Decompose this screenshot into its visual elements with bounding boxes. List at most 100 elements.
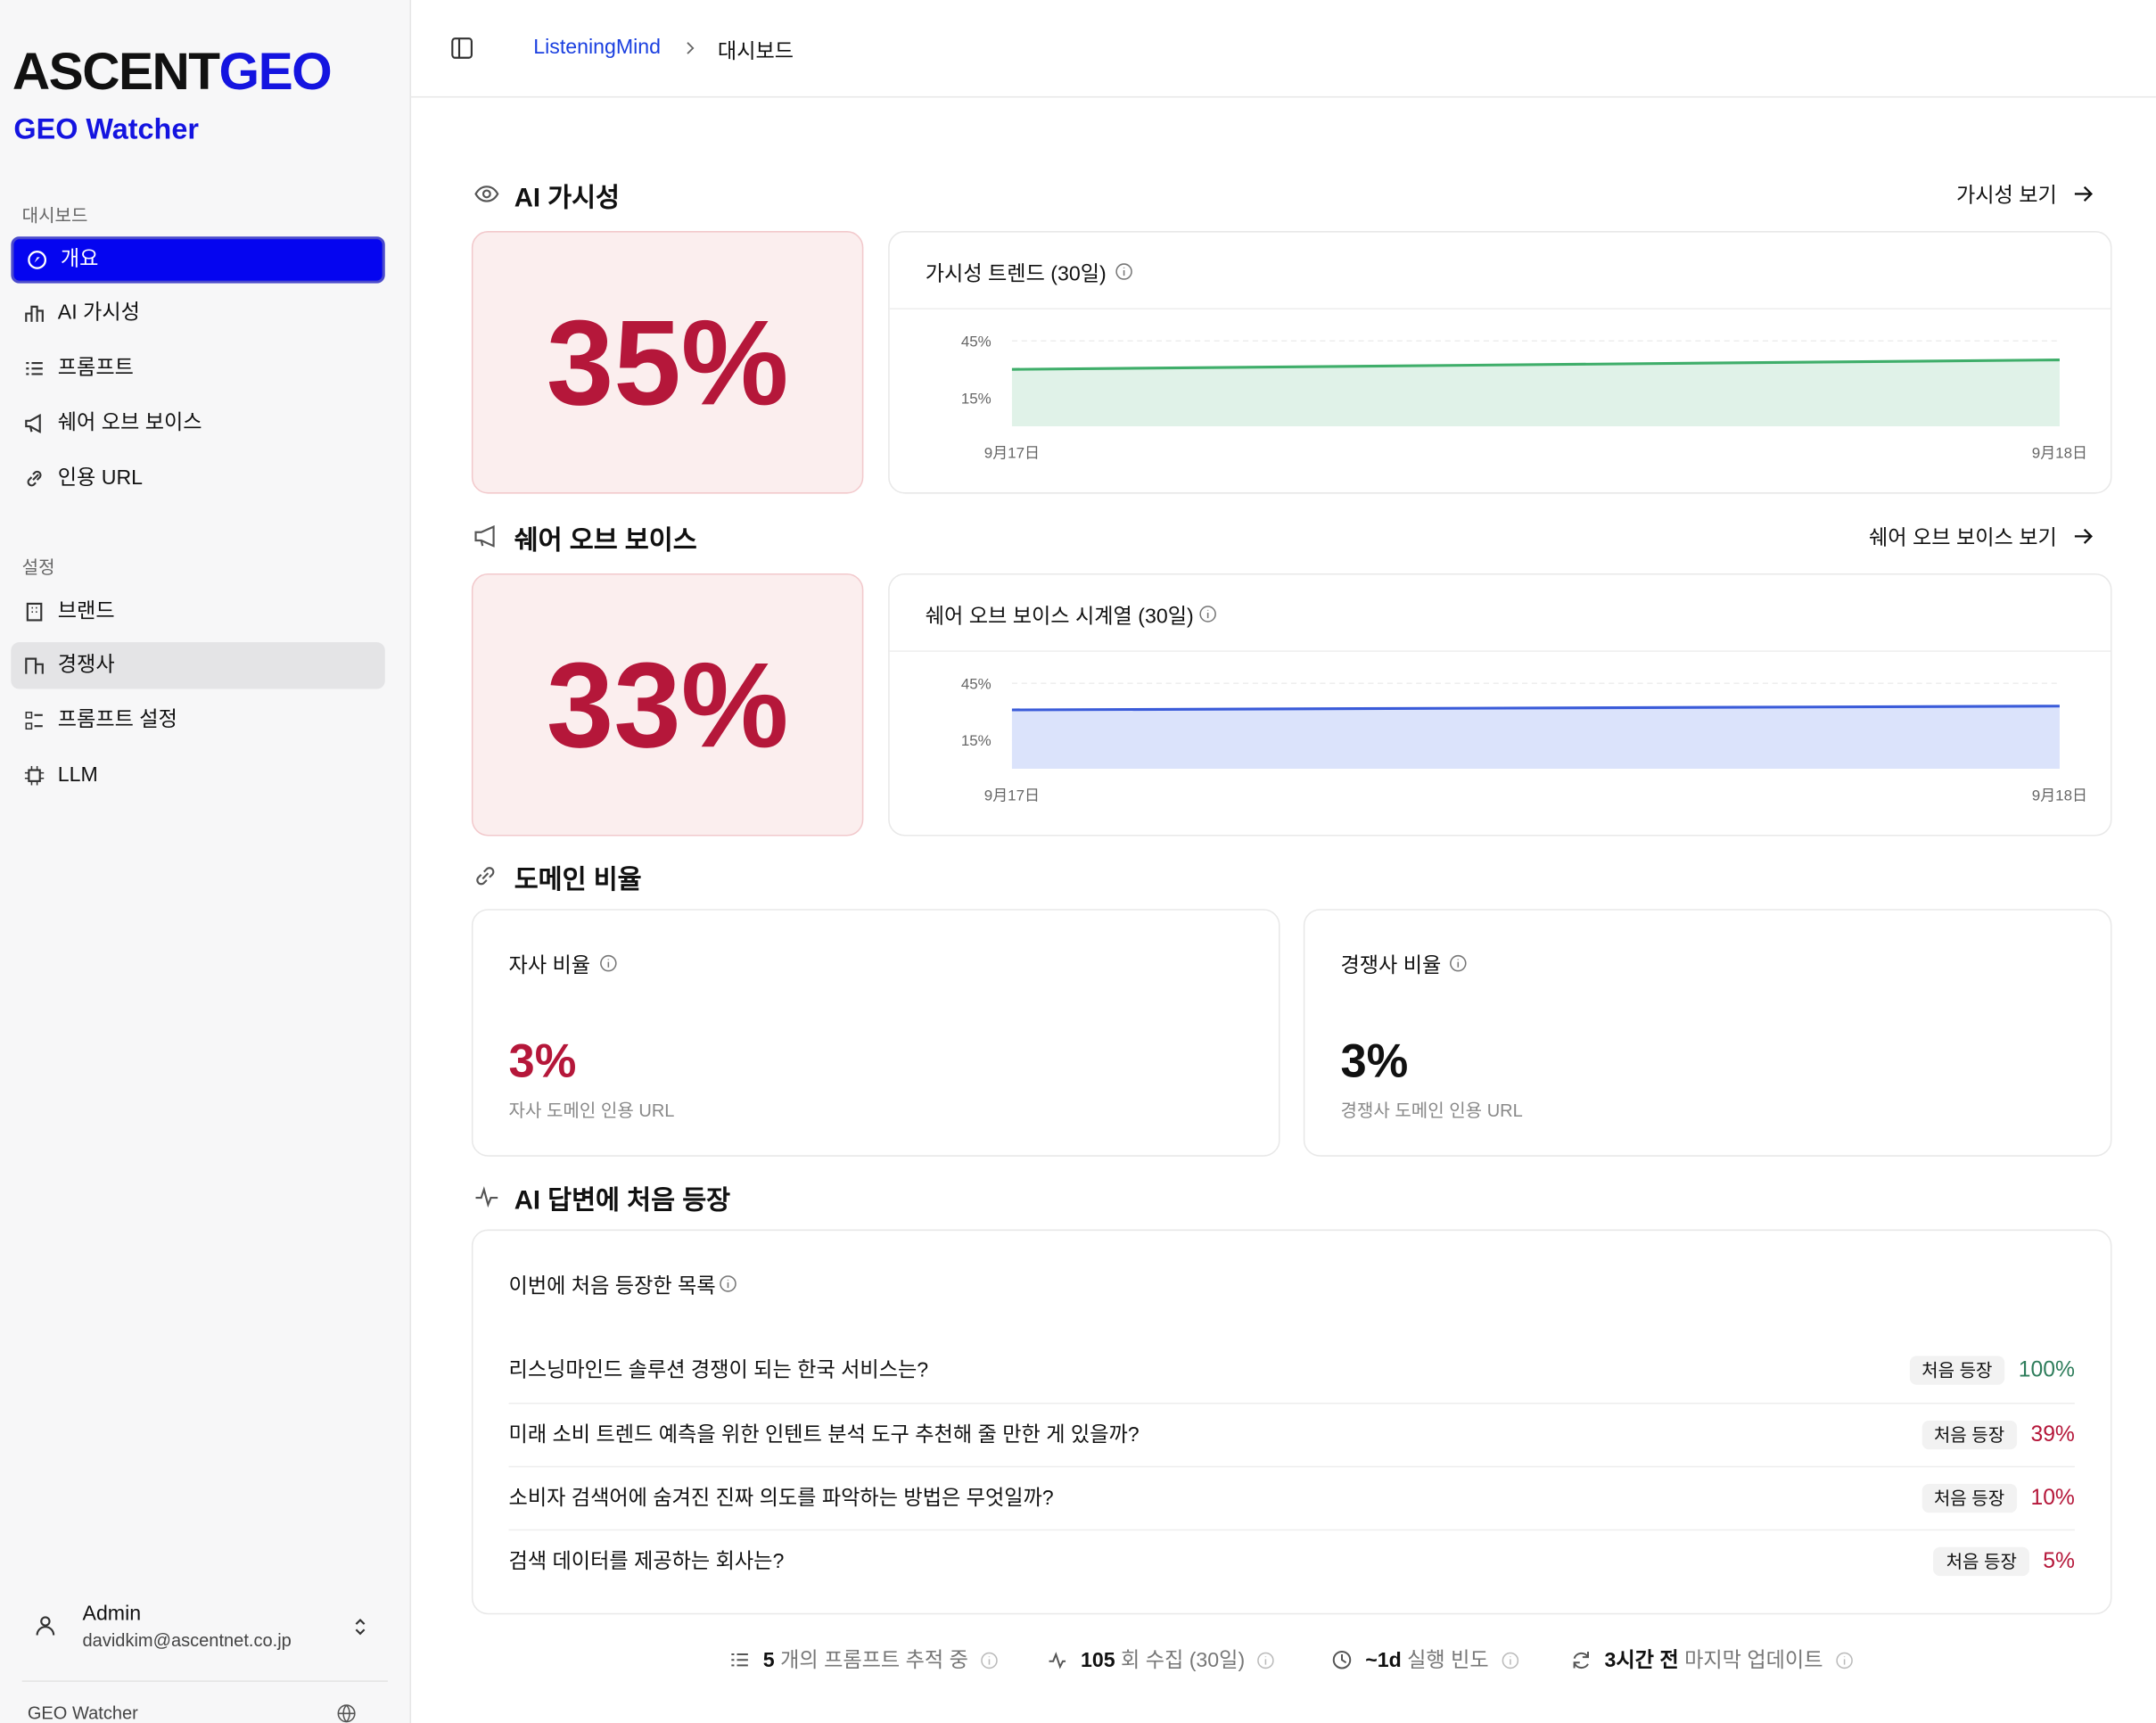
area bbox=[1011, 359, 2060, 427]
y-tick-label: 15% bbox=[961, 390, 992, 407]
list-row: 소비자 검색어에 숨겨진 진짜 의도를 파악하는 방법은 무엇일까? 처음 등장 1… bbox=[508, 1465, 2075, 1530]
info-icon[interactable] bbox=[1199, 605, 1217, 622]
nav-item[interactable]: 경쟁사 bbox=[11, 642, 385, 689]
stat-label: 실행 빈도 bbox=[1407, 1648, 1489, 1673]
x-tick-label: 9月17日 bbox=[984, 787, 1040, 804]
logo-part: GEO bbox=[218, 44, 333, 103]
chart-card: 쉐어 오브 보이스 시계열 (30일) 15% 45% 9月17日 9月18日 bbox=[888, 573, 2112, 837]
breadcrumb-sep bbox=[687, 42, 695, 54]
stat-icon bbox=[1332, 1650, 1352, 1669]
metric-value: 3% bbox=[1340, 1035, 1409, 1088]
stat-value: 5 bbox=[762, 1648, 775, 1673]
arrow bbox=[2074, 528, 2093, 544]
row-meta: 처음 등장 10% bbox=[1921, 1467, 2075, 1530]
metric-value: 3% bbox=[508, 1035, 577, 1088]
nav-label: 개요 bbox=[60, 247, 99, 271]
x-tick-label: 9月17日 bbox=[984, 444, 1040, 461]
nav-label: 프롬프트 bbox=[57, 356, 134, 380]
metric-title: 경쟁사 비율 bbox=[1340, 954, 1442, 978]
stat-icon bbox=[1573, 1651, 1590, 1669]
nav-label: 쉐어 오브 보이스 bbox=[57, 411, 202, 435]
nav-item[interactable]: LLM bbox=[11, 752, 384, 798]
nav-item[interactable]: 브랜드 bbox=[11, 589, 384, 635]
metric-caption: 경쟁사 도메인 인용 URL bbox=[1340, 1100, 1523, 1121]
icon bbox=[25, 711, 43, 730]
nav-item[interactable]: 개요 bbox=[11, 236, 385, 284]
breadcrumb-link[interactable]: ListeningMind bbox=[533, 36, 662, 60]
info-icon[interactable] bbox=[1835, 1652, 1853, 1669]
x-tick-label: 9月18日 bbox=[2032, 787, 2087, 804]
row-meta: 처음 등장 39% bbox=[1921, 1404, 2075, 1467]
section-label: 대시보드 bbox=[21, 204, 88, 226]
nav-item[interactable]: AI 가시성 bbox=[11, 290, 384, 336]
nav-label: 프롬프트 설정 bbox=[57, 708, 177, 732]
info-icon[interactable] bbox=[1502, 1652, 1519, 1669]
row-value: 10% bbox=[2030, 1486, 2075, 1511]
question: 검색 데이터를 제공하는 회사는? bbox=[508, 1549, 785, 1574]
row-value: 39% bbox=[2030, 1422, 2075, 1447]
sidebar: ASCENTGEO GEO Watcher 대시보드 개요 AI 가시성 프롬프… bbox=[0, 0, 412, 1723]
divider bbox=[889, 308, 2111, 309]
section-link[interactable]: 가시성 보기 bbox=[1956, 184, 2057, 208]
nav-item[interactable]: 프롬프트 설정 bbox=[11, 697, 384, 744]
list-row: 리스닝마인드 솔루션 경쟁이 되는 한국 서비스는? 처음 등장 100% bbox=[509, 1340, 2075, 1403]
sidebar-footer: GEO Watcher bbox=[27, 1702, 138, 1723]
metric-card: 경쟁사 비율 3% 경쟁사 도메인 인용 URL bbox=[1303, 909, 2112, 1157]
badge: 처음 등장 bbox=[1933, 1546, 2029, 1577]
user-name: Admin bbox=[82, 1602, 142, 1626]
question: 소비자 검색어에 숨겨진 진짜 의도를 파악하는 방법은 무엇일까? bbox=[508, 1486, 1054, 1511]
stat: 105 회 수집 (30일) bbox=[1048, 1645, 1275, 1673]
metric-caption: 자사 도메인 인용 URL bbox=[508, 1100, 675, 1121]
score-card: 35% bbox=[471, 231, 864, 494]
nav-item[interactable]: 인용 URL bbox=[11, 455, 384, 501]
info-icon[interactable] bbox=[1257, 1652, 1275, 1669]
info-icon[interactable] bbox=[981, 1652, 999, 1669]
section-title: AI 답변에 처음 등장 bbox=[514, 1186, 731, 1216]
logo-part: ASCENT bbox=[12, 44, 220, 103]
section-link[interactable]: 쉐어 오브 보이스 보기 bbox=[1869, 526, 2057, 550]
metric-title: 자사 비율 bbox=[508, 954, 591, 978]
nav-label: 인용 URL bbox=[57, 466, 144, 490]
row-meta: 처음 등장 5% bbox=[1933, 1530, 2075, 1594]
globe-icon[interactable] bbox=[337, 1704, 357, 1723]
info-icon[interactable] bbox=[599, 954, 617, 972]
question: 리스닝마인드 솔루션 경쟁이 되는 한국 서비스는? bbox=[508, 1358, 929, 1382]
row-meta: 처음 등장 100% bbox=[1909, 1340, 2075, 1403]
arrow bbox=[2074, 185, 2093, 202]
icon bbox=[25, 414, 41, 433]
row-value: 100% bbox=[2018, 1358, 2075, 1382]
badge: 처음 등장 bbox=[1909, 1356, 2005, 1385]
row-value: 5% bbox=[2043, 1549, 2075, 1574]
y-tick-label: 15% bbox=[961, 732, 992, 749]
chart-title: 쉐어 오브 보이스 시계열 (30일) bbox=[925, 605, 1194, 629]
link-icon bbox=[476, 867, 495, 886]
score-value: 33% bbox=[546, 636, 789, 773]
nav-item[interactable]: 프롬프트 bbox=[11, 345, 384, 392]
list-row: 검색 데이터를 제공하는 회사는? 처음 등장 5% bbox=[508, 1529, 2075, 1594]
stat: 3시간 전 마지막 업데이트 bbox=[1572, 1645, 1854, 1673]
info-icon[interactable] bbox=[719, 1274, 736, 1292]
chevron[interactable] bbox=[352, 1616, 369, 1638]
info-icon[interactable] bbox=[1115, 263, 1133, 281]
chart: 15% 45% 9月17日 9月18日 bbox=[961, 333, 2087, 461]
question: 미래 소비 트렌드 예측을 위한 인텐트 분석 도구 추천해 줄 만한 게 있을… bbox=[508, 1422, 1140, 1447]
nav-item[interactable]: 쉐어 오브 보이스 bbox=[11, 400, 384, 447]
icon bbox=[27, 470, 42, 487]
stat-value: 3시간 전 bbox=[1604, 1648, 1679, 1673]
info-icon[interactable] bbox=[1449, 954, 1467, 972]
sidebar-toggle[interactable] bbox=[451, 37, 473, 60]
section-title: AI 가시성 bbox=[514, 184, 621, 214]
x-tick-label: 9月18日 bbox=[2032, 444, 2087, 461]
icon bbox=[26, 362, 43, 375]
metric-card: 자사 비율 3% 자사 도메인 인용 URL bbox=[471, 909, 1280, 1157]
stat-value: 105 bbox=[1081, 1648, 1115, 1673]
stat-icon bbox=[1049, 1652, 1066, 1669]
list-card: 이번에 처음 등장한 목록 리스닝마인드 솔루션 경쟁이 되는 한국 서비스는?… bbox=[471, 1229, 2112, 1615]
stat-label: 마지막 업데이트 bbox=[1684, 1648, 1823, 1673]
line bbox=[1011, 705, 2060, 712]
divider bbox=[889, 650, 2111, 652]
badge: 처음 등장 bbox=[1921, 1420, 2018, 1450]
list-title: 이번에 처음 등장한 목록 bbox=[508, 1274, 716, 1298]
app-name: GEO Watcher bbox=[13, 113, 199, 146]
